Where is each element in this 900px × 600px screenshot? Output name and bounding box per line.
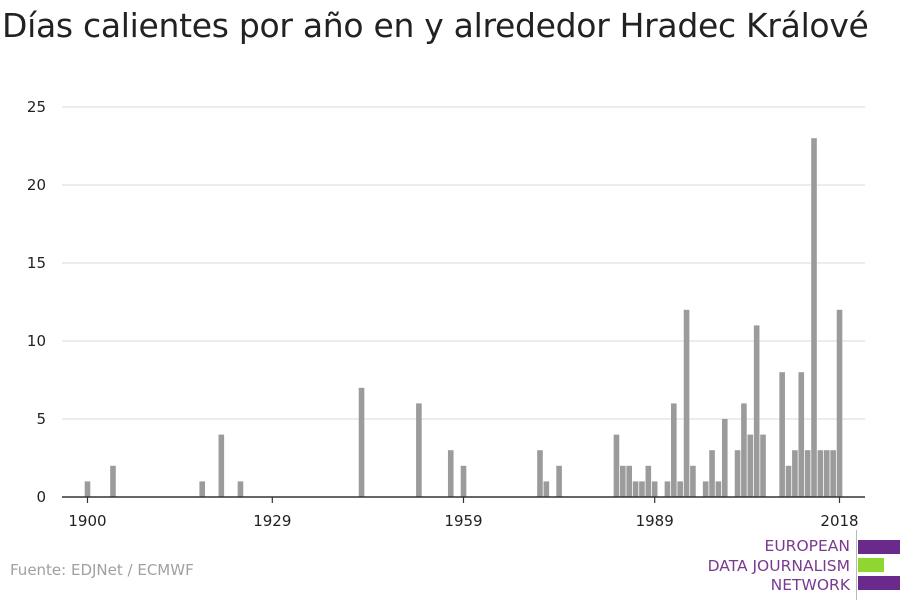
gridlines [62, 106, 865, 420]
bar [741, 403, 747, 497]
bar [543, 481, 550, 497]
logo-bar-purple [858, 540, 900, 554]
y-tick-label: 25 [27, 98, 46, 116]
bar [690, 465, 696, 497]
bar [237, 481, 244, 497]
bar [734, 450, 741, 497]
bar [702, 481, 709, 497]
logo-text-line: EUROPEAN [764, 537, 850, 555]
bar [645, 465, 652, 497]
bar [84, 481, 91, 497]
edjnet-logo: EUROPEAN DATA JOURNALISM NETWORK [700, 530, 900, 600]
bar [811, 138, 817, 497]
bar [792, 450, 798, 497]
bar [817, 450, 824, 497]
logo-text-line: NETWORK [770, 576, 850, 594]
bar [779, 372, 785, 497]
x-tick-labels: 1900 1929 1959 1989 2018 [68, 512, 858, 530]
y-tick-label: 10 [27, 332, 46, 350]
bar [760, 434, 766, 497]
y-tick-label: 20 [27, 176, 46, 194]
bar [556, 465, 562, 497]
bar [798, 372, 805, 497]
bar [836, 309, 843, 497]
bar [639, 481, 645, 497]
bar [785, 465, 792, 497]
bar [416, 403, 422, 497]
bar [747, 434, 754, 497]
x-axis [62, 496, 865, 503]
bar [626, 465, 632, 497]
bar [447, 450, 454, 497]
bar [218, 434, 225, 497]
bar [613, 434, 620, 497]
bar [721, 419, 728, 497]
bar [830, 450, 836, 497]
x-tick-label: 1959 [444, 512, 482, 530]
bar [677, 481, 683, 497]
bar [537, 450, 543, 497]
x-tick-label: 1929 [253, 512, 291, 530]
bar [664, 481, 671, 497]
bar [358, 387, 365, 497]
bar [715, 481, 722, 497]
y-tick-labels: 0 5 10 15 20 25 [27, 98, 46, 506]
bars [84, 138, 843, 497]
x-tick-label: 1989 [636, 512, 674, 530]
bar [671, 403, 677, 497]
logo-divider [856, 530, 857, 600]
logo-text-line: DATA JOURNALISM [707, 557, 850, 575]
bar [651, 481, 658, 497]
y-tick-label: 0 [36, 488, 46, 506]
x-tick-label: 2018 [820, 512, 858, 530]
bar [804, 450, 811, 497]
chart-title: Días calientes por año en y alrededor Hr… [2, 6, 869, 45]
y-tick-label: 15 [27, 254, 46, 272]
source-note: Fuente: EDJNet / ECMWF [10, 561, 194, 579]
logo-bar-green [858, 558, 884, 572]
x-tick-label: 1900 [68, 512, 106, 530]
bar [460, 465, 467, 497]
y-tick-label: 5 [36, 410, 46, 428]
bar [683, 309, 690, 497]
logo-bar-purple [858, 576, 900, 590]
bar [823, 450, 830, 497]
bar [753, 325, 760, 497]
bar [110, 465, 116, 497]
bar [620, 465, 626, 497]
bar [632, 481, 639, 497]
bar [199, 481, 206, 497]
bar [709, 450, 715, 497]
